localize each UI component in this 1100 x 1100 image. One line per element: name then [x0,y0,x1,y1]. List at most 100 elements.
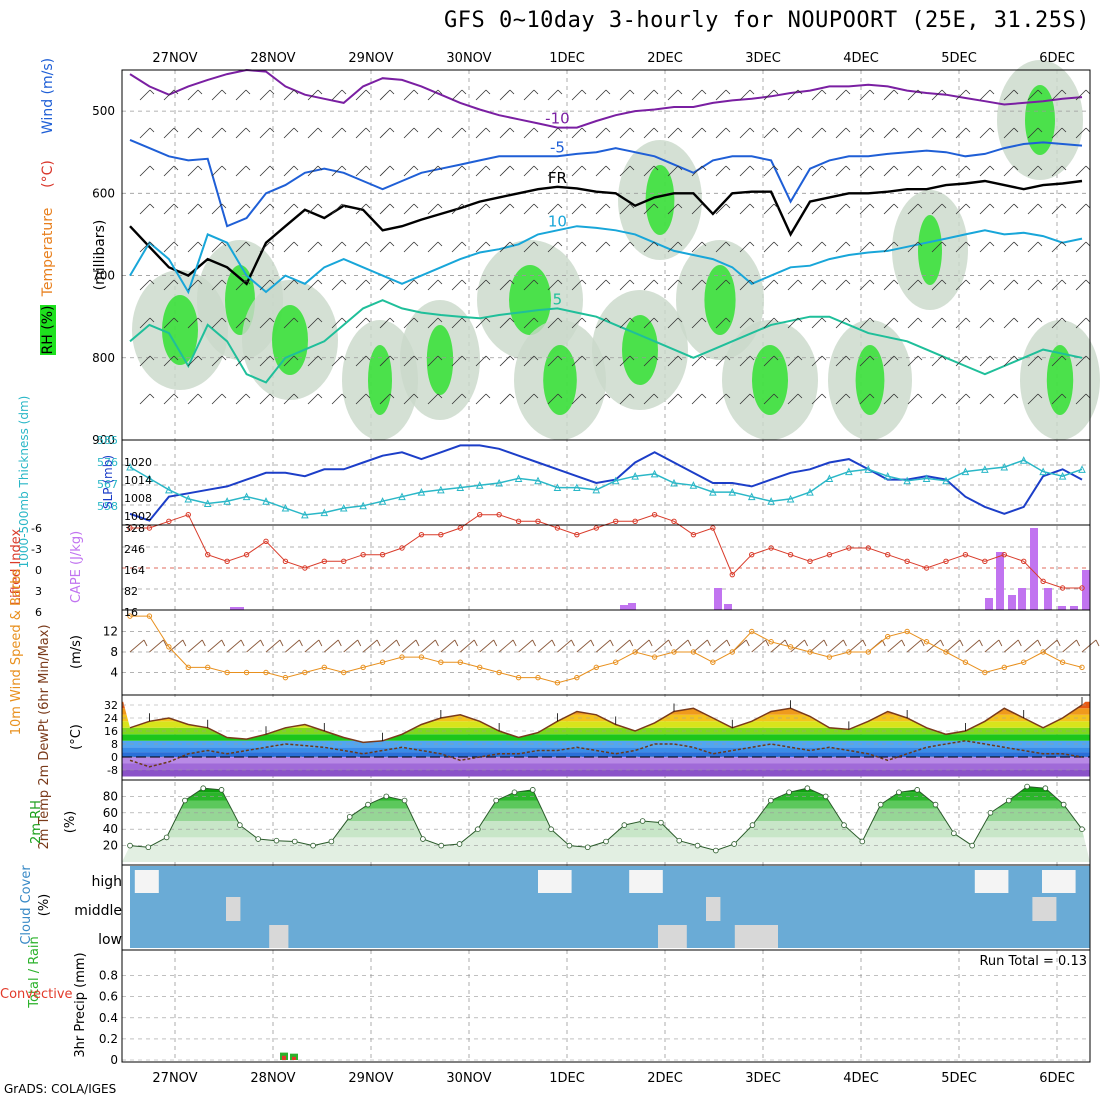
upper-wind-barb-flag [701,279,707,285]
upper-wind-barb-flag [845,393,851,399]
upper-wind-barb-flag [269,165,275,171]
temp-ylabel: 2m Temp 2m DewPt (6hr Min/Max) [37,624,52,849]
upper-wind-barb [499,317,511,329]
upper-wind-barb-flag [725,89,731,95]
wind-barb-flag [687,639,692,647]
upper-wind-barb-flag [893,89,899,95]
upper-wind-barb [763,355,775,367]
upper-wind-barb-flag [797,203,803,209]
upper-wind-barb [427,203,439,215]
wind-speed-point [593,664,599,671]
rh-shade-core [368,345,392,415]
upper-wind-barb-flag [365,279,371,285]
rh-shade-core [645,165,675,235]
upper-wind-barb [403,279,415,291]
slp-tick: 1014 [124,474,152,487]
upper-wind-barb [235,127,247,139]
upper-wind-barb [931,241,943,253]
wind-barb [459,639,475,653]
upper-wind-barb-flag [461,127,467,133]
cape-bar [230,607,238,610]
rh-point [932,801,939,808]
upper-wind-barb-flag [413,165,419,171]
upper-wind-barb [499,279,511,291]
wind-barb [323,639,339,653]
wind-barb-flag [299,639,303,647]
rh-band [122,800,1090,809]
upper-wind-barb [787,279,799,291]
upper-wind-barb [955,127,967,139]
upper-wind-barb [787,241,799,253]
upper-wind-barb [547,355,559,367]
date-label-top: 6DEC [1039,51,1075,66]
thickness-point [281,503,290,512]
isotherm-label: FR [548,169,567,187]
wind-barb [1003,639,1019,653]
wind-barb [770,639,786,653]
upper-wind-barb-flag [197,89,203,95]
rh-point [401,797,408,804]
cloud-unit: (%) [37,894,52,917]
upper-wind-barb-flag [845,165,851,171]
upper-wind-barb-flag [845,89,851,95]
upper-wind-barb-flag [533,127,539,133]
upper-wind-barb-flag [1013,393,1019,399]
thickness-point [786,494,795,503]
upper-wind-barb [235,165,247,177]
wind-barb [537,639,553,653]
upper-wind-barb [595,355,607,367]
upper-wind-barb [643,355,655,367]
upper-wind-barb [619,393,631,405]
upper-wind-barb-flag [725,355,731,361]
upper-wind-barb-flag [365,165,371,171]
upper-wind-barb [259,165,271,177]
upper-wind-barb-flag [749,355,755,361]
cape-bar [1018,588,1026,610]
upper-wind-barb [475,279,487,291]
thickness-point [961,467,970,476]
upper-wind-barb [979,393,991,405]
rh-shade-core [509,265,551,335]
upper-wind-barb [787,89,799,101]
wind-speed-point [1059,659,1066,665]
upper-wind-barb [811,355,823,367]
wind-speed-point [729,649,735,655]
wind-speed-point [613,659,619,665]
upper-wind-barb-flag [1037,317,1043,323]
cloud-clear-patch [269,925,289,948]
upper-wind-barb [619,165,631,177]
wind-barb [343,639,359,653]
lifted-point [1079,585,1085,591]
upper-wind-barb-flag [989,317,995,323]
wind-barb-flag [571,639,575,647]
upper-wind-barb [859,317,871,329]
upper-wind-barb [523,127,535,139]
upper-wind-barb-flag [221,241,227,247]
upper-wind-barb-flag [677,165,683,171]
cape-bar [620,605,628,610]
upper-wind-barb [163,355,175,367]
upper-wind-barb-flag [389,279,395,285]
upper-wind-barb [955,89,967,101]
upper-wind-barb [643,165,655,177]
thickness-point [1039,467,1047,476]
upper-wind-barb-flag [533,393,539,399]
upper-wind-barb-flag [317,89,323,95]
upper-wind-barb-flag [1061,393,1067,399]
upper-wind-barb [595,317,607,329]
upper-wind-barb-flag [629,203,635,209]
upper-wind-barb-flag [509,127,515,133]
upper-wind-barb-flag [197,165,203,171]
upper-wind-barb [643,203,655,215]
upper-wind-barb [691,317,703,329]
lifted-point [515,518,522,525]
rh-point [182,797,188,804]
wind-speed-point [671,649,677,655]
isotherm--5 [129,138,1083,228]
precip-legend-total: Total / Rain [27,936,42,1009]
upper-wind-barb-flag [173,165,179,171]
rh-point [529,787,536,793]
upper-wind-barb [763,393,775,405]
upper-wind-barb [811,203,823,215]
dewpt-line [129,740,1083,768]
